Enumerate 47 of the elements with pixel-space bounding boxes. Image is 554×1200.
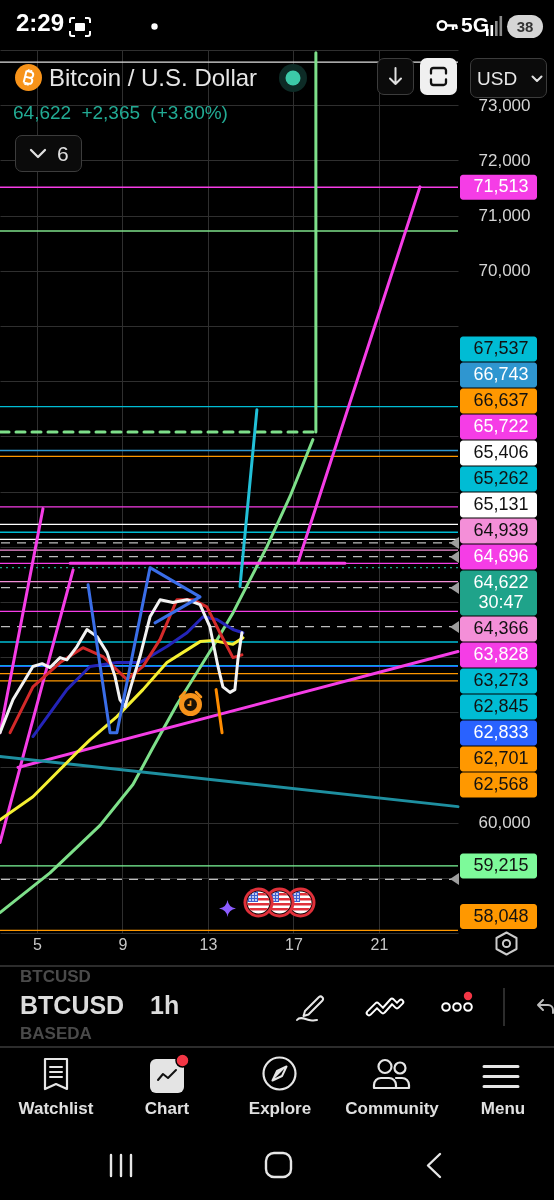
text: BTCUSD (20, 991, 125, 1019)
text: 1h (150, 991, 180, 1019)
legend-label: 63,828 (473, 643, 529, 664)
x-tick-label: 5 (33, 935, 43, 953)
text: 30:47 (478, 592, 524, 613)
ref-line-label: 58,048 (473, 905, 529, 926)
legend-label: 65,262 (473, 467, 529, 488)
text: BTCUSD (20, 967, 91, 986)
text: USD (477, 68, 518, 89)
ref-line-label: 64,622 (473, 571, 529, 592)
text: Menu (480, 1099, 526, 1118)
legend-label: 66,637 (473, 389, 529, 410)
x-tick-label: 9 (118, 935, 128, 953)
legend-label: 66,743 (473, 363, 529, 384)
y-tick-label: 72,000 (478, 150, 531, 170)
y-tick-label: 71,000 (478, 206, 531, 226)
legend-label: 63,273 (473, 669, 529, 690)
text: 38 (516, 18, 534, 35)
text: Chart (144, 1099, 190, 1118)
legend-label: 65,406 (473, 441, 529, 462)
legend-label: 62,833 (473, 721, 529, 742)
text: BASEDA (20, 1024, 92, 1043)
x-tick-label: 13 (199, 935, 218, 953)
legend-label: 62,845 (473, 695, 529, 716)
y-tick-label: 73,000 (478, 95, 531, 115)
legend-label: 65,131 (473, 493, 529, 514)
y-tick-label: 60,000 (478, 813, 531, 833)
legend-label: 62,701 (473, 747, 529, 768)
legend-label: 64,939 (473, 519, 529, 540)
ref-line-label: 71,513 (473, 176, 529, 197)
x-tick-label: 17 (285, 935, 303, 953)
text: 5G (461, 13, 490, 36)
ref-line-label: 59,215 (473, 854, 529, 875)
text: Watchlist (18, 1099, 94, 1118)
text: 64,622 +2,365 (+3.80%) (13, 102, 228, 123)
text: Community (345, 1099, 439, 1118)
y-tick-label: 70,000 (478, 261, 531, 281)
legend-label: 67,537 (473, 337, 529, 358)
ref-line-label: 64,696 (473, 545, 529, 566)
x-tick-label: 21 (370, 935, 389, 953)
text: 2:29 (16, 9, 65, 36)
legend-label: 62,568 (473, 773, 529, 794)
text: Explore (248, 1099, 312, 1118)
legend-label: 64,366 (473, 617, 529, 638)
text: Bitcoin / U.S. Dollar (49, 64, 258, 91)
annotation: 6 (57, 142, 69, 165)
legend-label: 65,722 (473, 415, 529, 436)
